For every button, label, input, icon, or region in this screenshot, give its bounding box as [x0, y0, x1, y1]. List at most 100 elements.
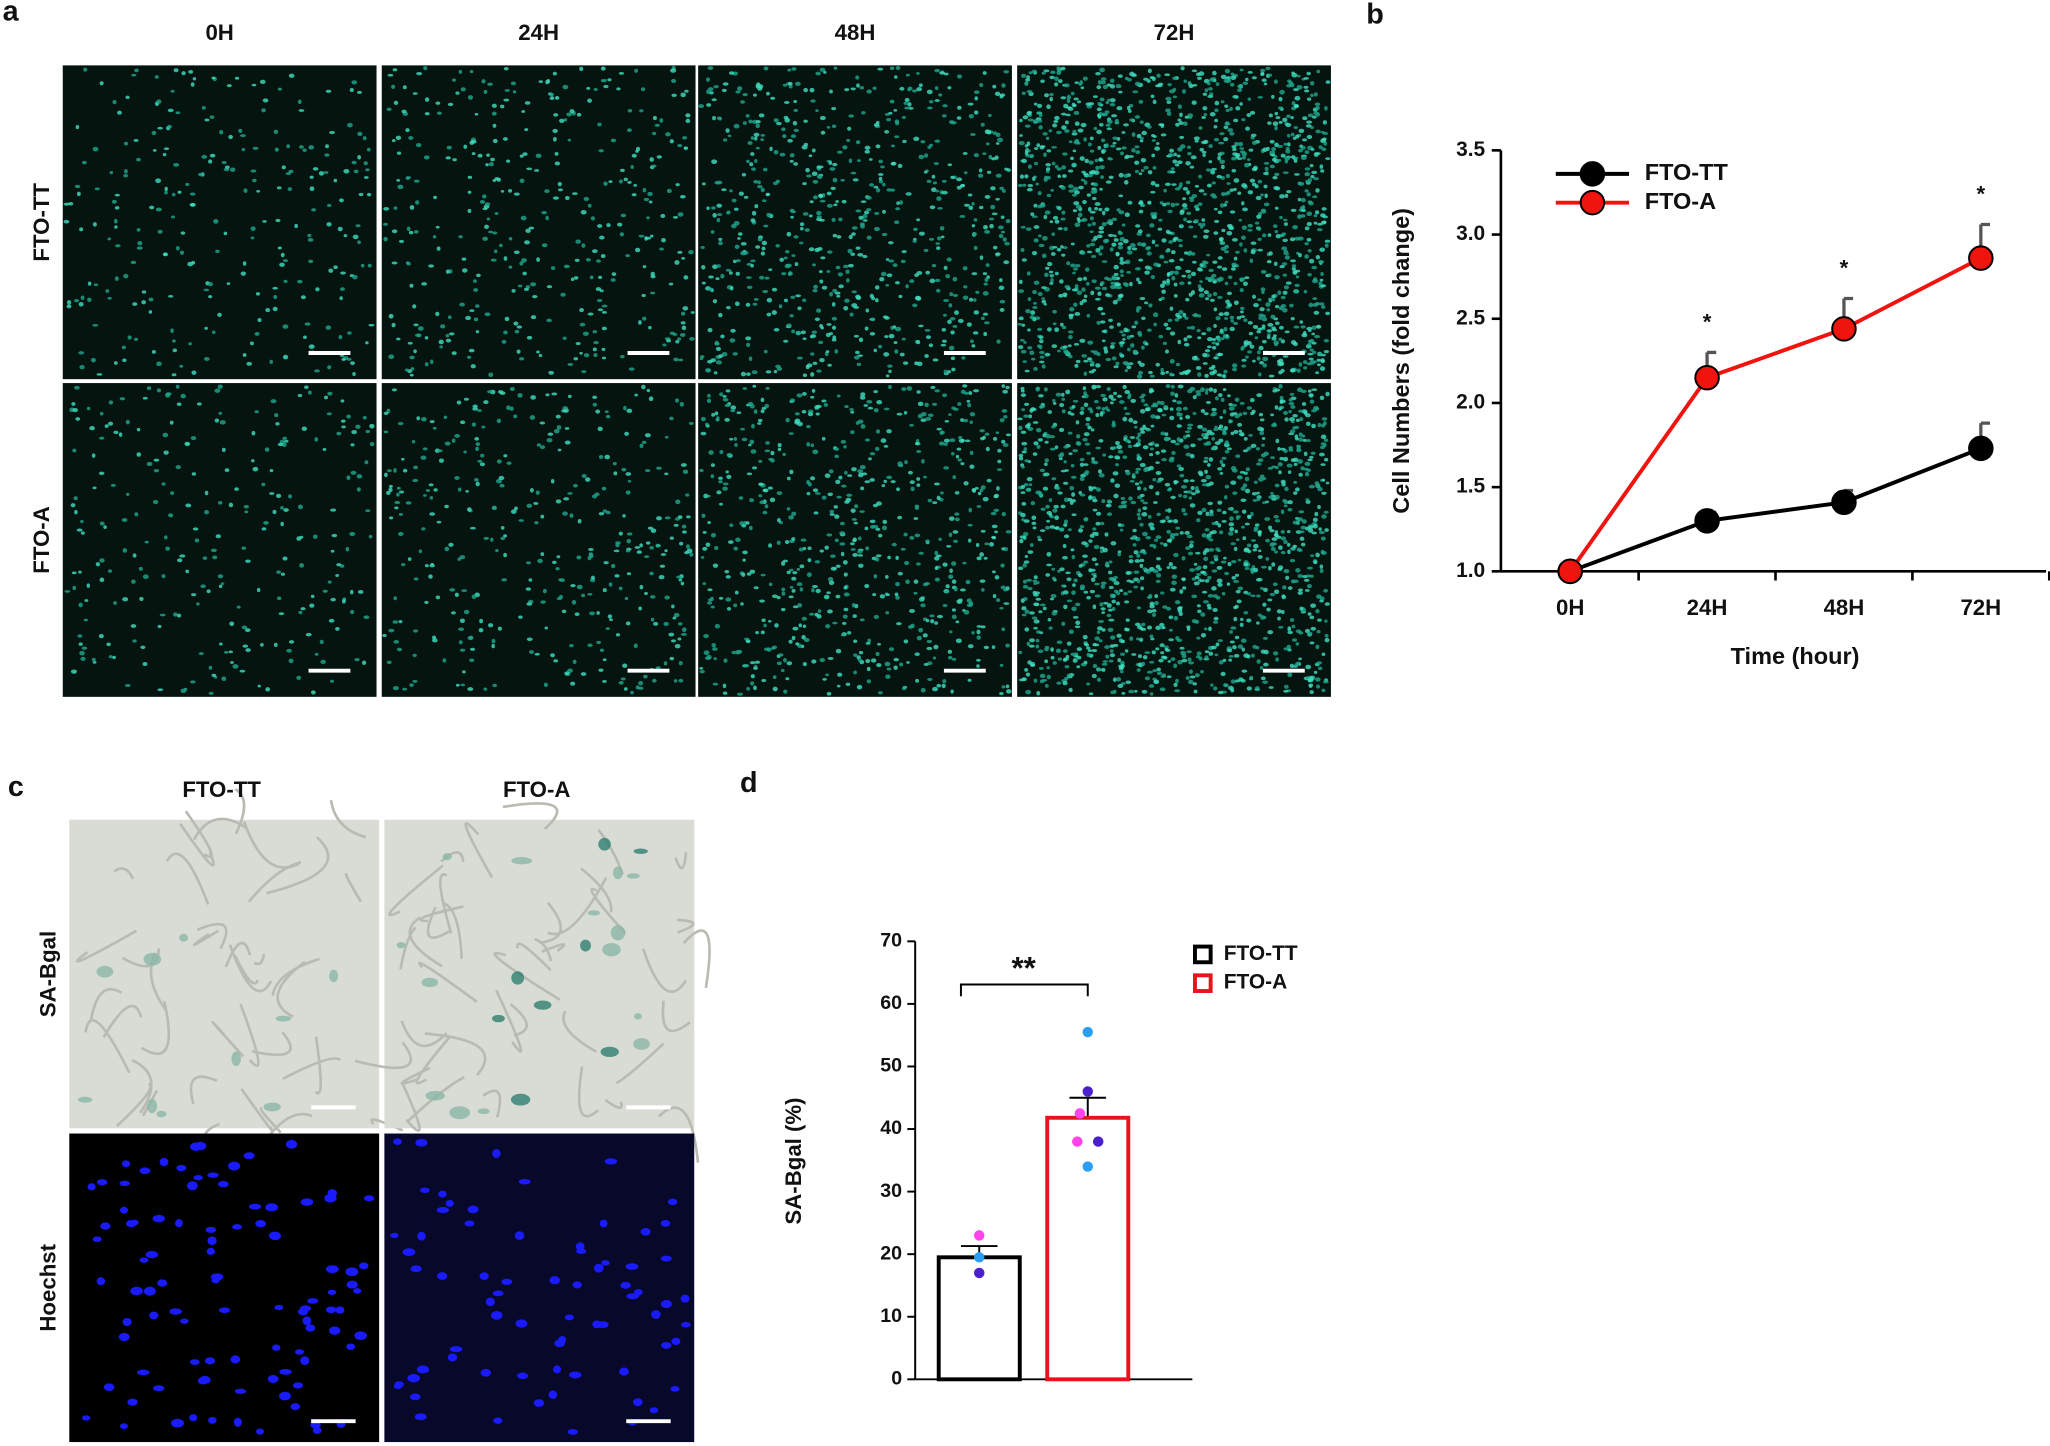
cell — [1217, 256, 1223, 260]
cell — [1069, 307, 1075, 312]
cell — [1247, 350, 1253, 354]
cell — [843, 585, 848, 590]
cell — [510, 509, 517, 514]
cell — [858, 536, 862, 541]
cell — [839, 531, 846, 536]
cell — [576, 584, 583, 590]
cell — [1315, 129, 1321, 134]
cell — [298, 610, 303, 615]
cell — [1246, 686, 1252, 691]
cell — [605, 414, 611, 419]
cell — [1138, 200, 1144, 205]
cell — [579, 351, 583, 355]
cell — [901, 387, 907, 391]
cell — [491, 111, 497, 116]
cell — [471, 422, 477, 427]
cell — [1042, 132, 1048, 136]
cell — [1317, 505, 1321, 510]
cell — [901, 115, 906, 119]
cell — [1267, 333, 1271, 336]
cell — [436, 111, 442, 115]
cell — [445, 269, 450, 274]
cell — [1110, 541, 1117, 546]
cell — [1071, 288, 1078, 292]
cell — [1187, 151, 1192, 156]
cell — [958, 435, 963, 440]
cell — [432, 638, 438, 643]
cell — [1159, 542, 1164, 545]
cell — [1173, 616, 1179, 621]
cell — [1074, 190, 1080, 195]
cell — [500, 536, 506, 541]
cell — [732, 352, 738, 356]
cell — [814, 492, 821, 495]
cell — [1218, 312, 1224, 317]
cell — [326, 412, 332, 416]
cell — [1062, 556, 1068, 560]
cell — [1071, 498, 1076, 503]
cell — [1168, 258, 1175, 263]
cell — [1316, 69, 1321, 74]
cell — [733, 436, 738, 441]
cell — [895, 281, 900, 285]
cell — [1298, 181, 1305, 186]
cell — [1234, 529, 1239, 534]
cell — [969, 420, 973, 424]
cell — [1228, 658, 1232, 662]
cell — [492, 683, 497, 688]
cell — [1245, 77, 1249, 82]
cell — [967, 403, 972, 408]
cell — [966, 598, 972, 603]
cell — [435, 225, 440, 229]
cell — [1136, 374, 1143, 379]
cell — [459, 555, 466, 560]
cell — [1049, 273, 1055, 278]
cell — [796, 567, 801, 571]
cell — [1128, 559, 1134, 564]
cell — [1139, 563, 1144, 568]
cell — [740, 427, 745, 431]
cell — [948, 516, 955, 521]
cell — [1306, 362, 1312, 366]
cell — [806, 442, 811, 447]
cell — [1200, 140, 1207, 145]
cell — [897, 163, 903, 169]
cell — [1264, 193, 1268, 199]
cell — [895, 326, 902, 332]
cell — [463, 609, 470, 615]
cell — [1056, 167, 1062, 171]
cell — [1243, 610, 1249, 615]
cell — [1063, 497, 1070, 502]
cell — [886, 429, 892, 434]
cell — [1153, 312, 1159, 318]
cell — [1260, 287, 1266, 292]
cell — [905, 284, 909, 289]
cell — [1170, 495, 1176, 500]
cell — [646, 216, 650, 220]
cell — [343, 234, 348, 238]
cell — [772, 675, 777, 680]
cell — [1187, 423, 1194, 427]
cell — [1021, 450, 1027, 454]
cell — [829, 291, 833, 297]
cell — [280, 252, 285, 258]
cell — [1105, 143, 1109, 148]
cell — [512, 90, 517, 94]
cell — [1240, 310, 1244, 314]
cell — [979, 579, 986, 583]
cell — [1054, 219, 1060, 224]
cell — [789, 585, 794, 589]
cell — [1086, 244, 1091, 248]
cell — [973, 153, 979, 158]
cell — [1283, 504, 1288, 508]
cell — [1298, 148, 1303, 153]
cell — [176, 246, 180, 251]
cell — [1167, 318, 1173, 322]
cell — [1165, 370, 1169, 374]
cell — [203, 357, 210, 361]
cell — [282, 436, 287, 441]
cell — [1220, 100, 1225, 104]
cell — [1213, 307, 1218, 312]
cell — [852, 178, 859, 182]
cell — [1216, 373, 1222, 377]
